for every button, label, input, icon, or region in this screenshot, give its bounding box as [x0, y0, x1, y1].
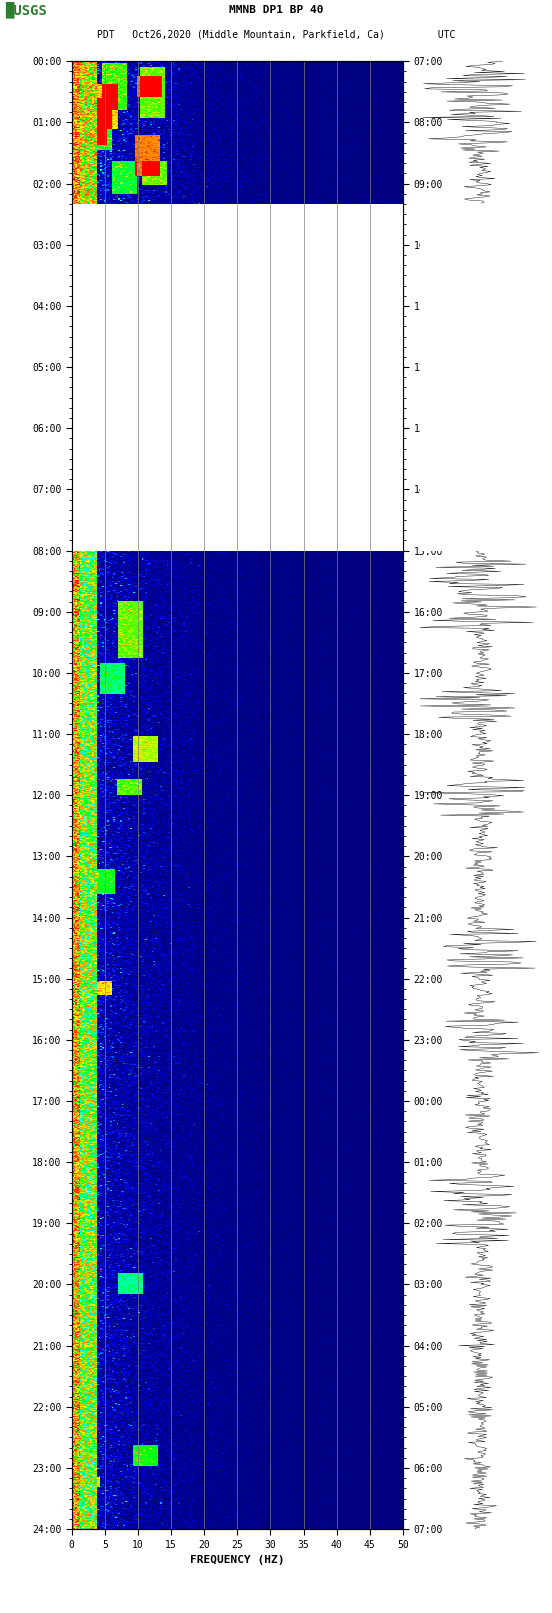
Text: █USGS: █USGS	[6, 2, 47, 18]
Bar	[72, 203, 403, 550]
X-axis label: FREQUENCY (HZ): FREQUENCY (HZ)	[190, 1555, 285, 1565]
Text: PDT   Oct26,2020 (Middle Mountain, Parkfield, Ca)         UTC: PDT Oct26,2020 (Middle Mountain, Parkfie…	[97, 29, 455, 39]
Bar	[404, 203, 552, 550]
Text: MMNB DP1 BP 40: MMNB DP1 BP 40	[229, 5, 323, 15]
